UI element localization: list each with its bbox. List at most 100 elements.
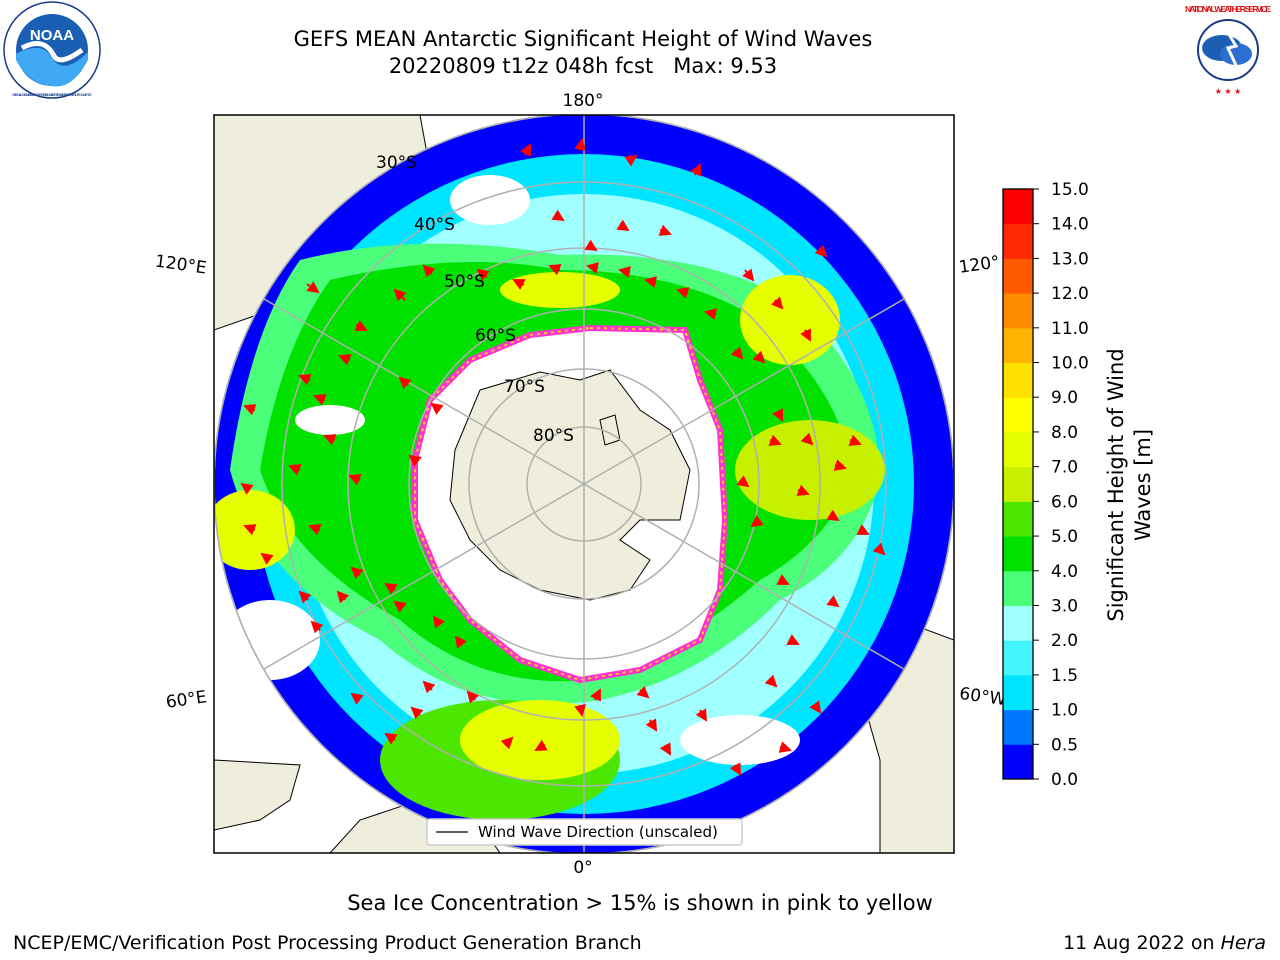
wave-direction-arrow: [586, 262, 599, 274]
map-frame: [213, 114, 955, 854]
colorbar-tick-label: 6.0: [1051, 492, 1078, 512]
legend-label: Wind Wave Direction (unscaled): [478, 823, 718, 841]
colorbar-segment: [1003, 709, 1033, 745]
colorbar-tick-label: 7.0: [1051, 458, 1078, 478]
wave-direction-arrow: [800, 328, 811, 342]
wave-direction-arrow: [551, 209, 565, 222]
colorbar-tick-label: 0.5: [1051, 735, 1078, 755]
wave-direction-arrow: [786, 634, 800, 645]
wave-direction-arrow: [354, 320, 368, 331]
colorbar-segment: [1003, 223, 1033, 259]
colorbar-tick-label: 5.0: [1051, 527, 1078, 547]
wave-direction-arrow: [584, 239, 598, 252]
wave-direction-arrow: [814, 244, 828, 258]
wave-direction-arrow: [313, 394, 327, 406]
wave-direction-arrow: [778, 741, 792, 753]
lat-label-40s: 40°S: [414, 215, 455, 235]
wave-direction-arrow: [750, 515, 764, 528]
colorbar-segment: [1003, 258, 1033, 294]
wave-direction-arrow: [350, 692, 364, 705]
wave-direction-arrow: [306, 281, 320, 294]
wave-direction-arrow: [384, 732, 398, 745]
wave-direction-arrow: [833, 459, 847, 471]
wave-direction-arrow: [548, 264, 562, 276]
arrow-legend: Wind Wave Direction (unscaled): [426, 818, 743, 846]
wave-direction-arrow: [776, 574, 790, 585]
wave-direction-arrow: [736, 475, 750, 488]
colorbar-segment: [1003, 466, 1033, 502]
wave-direction-arrow: [658, 224, 672, 236]
lat-label-70s: 70°S: [504, 377, 545, 397]
wave-direction-arrow: [393, 288, 407, 302]
colorbar-tick-label: 4.0: [1051, 562, 1078, 582]
wave-direction-arrow: [240, 482, 254, 495]
wave-direction-arrow: [398, 376, 412, 390]
wave-direction-arrow: [645, 718, 658, 732]
wave-direction-arrow: [298, 374, 312, 386]
colorbar: 0.0 0.5 1.0 1.5 2.0 3.0 4.0 5.0 6.0 7.0 8.0 9.0 10.0…: [1002, 180, 1089, 790]
wave-direction-arrow: [308, 524, 322, 536]
wave-direction-arrow: [260, 552, 274, 565]
wave-direction-arrow: [624, 154, 638, 167]
lat-label-80s: 80°S: [533, 426, 574, 446]
noaa-ring-text: NATIONAL OCEANIC AND ATMOSPHERIC ADMINIS…: [12, 92, 92, 97]
colorbar-segment: [1003, 605, 1033, 641]
date-stamp: 11 Aug 2022 on Hera: [1063, 932, 1266, 954]
wave-direction-arrow: [310, 620, 324, 634]
title-line-2: 20220809 t12z 048h fcst Max: 9.53: [388, 54, 778, 78]
colorbar-label-line-1: Significant Height of Wind: [1104, 348, 1128, 621]
wave-direction-arrow: [729, 762, 741, 776]
colorbar-frame: [1002, 188, 1034, 780]
wave-direction-arrow: [336, 590, 350, 604]
meridian-label-120e: 120°E: [154, 252, 208, 279]
colorbar-tick-label: 1.5: [1051, 666, 1078, 686]
colorbar-segment: [1003, 431, 1033, 468]
colorbar-tick-label: 9.0: [1051, 388, 1078, 408]
colorbar-segment: [1003, 189, 1033, 225]
lat-label-50s: 50°S: [444, 272, 485, 292]
wave-direction-arrow: [454, 635, 467, 649]
wave-direction-arrow: [826, 595, 840, 608]
svg-text:★ ★ ★: ★ ★ ★: [1215, 87, 1242, 96]
wave-direction-arrow: [500, 736, 514, 750]
wave-direction-arrow: [393, 600, 407, 613]
wave-direction-arrow: [616, 219, 630, 232]
wave-direction-arrow: [796, 484, 810, 496]
meridian-label-120w: 120°: [958, 252, 1001, 278]
colorbar-tick-label: 3.0: [1051, 596, 1078, 616]
wave-direction-arrow: [298, 590, 312, 604]
wave-direction-arrow: [659, 742, 671, 756]
wave-direction-arrow: [432, 615, 445, 629]
noaa-logo-text: NOAA: [30, 27, 74, 44]
colorbar-segment: [1003, 293, 1033, 329]
map-panel: 30°S 40°S 50°S 60°S 70°S 80°S Wind Wave …: [214, 115, 954, 853]
system-name: Hera: [1220, 932, 1266, 954]
wave-direction-arrow: [872, 542, 886, 556]
wave-direction-arrow: [772, 408, 783, 422]
wave-direction-arrow: [574, 138, 586, 151]
wave-direction-arrow: [512, 279, 526, 290]
meridian-label-60e: 60°E: [165, 687, 208, 712]
wave-direction-arrow: [768, 434, 782, 446]
wave-direction-arrow: [338, 354, 352, 366]
wave-direction-arrow: [408, 454, 422, 467]
nws-ring-text: NATIONAL WEATHER SERVICE: [1185, 4, 1271, 14]
wave-direction-arrow: [410, 706, 424, 720]
colorbar-tick-label: 8.0: [1051, 423, 1078, 443]
colorbar-segment: [1003, 397, 1033, 433]
colorbar-segment: [1003, 501, 1033, 537]
sea-ice-note: Sea Ice Concentration > 15% is shown in …: [347, 891, 933, 915]
noaa-logo-icon: NOAA NATIONAL OCEANIC AND ATMOSPHERIC AD…: [3, 1, 101, 99]
wave-direction-arrow: [636, 685, 650, 699]
colorbar-tick-label: 2.0: [1051, 631, 1078, 651]
wave-direction-arrow: [574, 704, 586, 717]
date-text: 11 Aug 2022 on: [1063, 932, 1221, 954]
colorbar-tick-label: 15.0: [1051, 180, 1089, 200]
colorbar-segment: [1003, 640, 1033, 676]
wave-direction-arrow: [590, 688, 601, 702]
graticule: [214, 115, 954, 853]
wave-direction-arrow: [704, 308, 717, 320]
wave-direction-arrow: [243, 524, 257, 536]
wave-direction-arrow: [348, 474, 362, 486]
